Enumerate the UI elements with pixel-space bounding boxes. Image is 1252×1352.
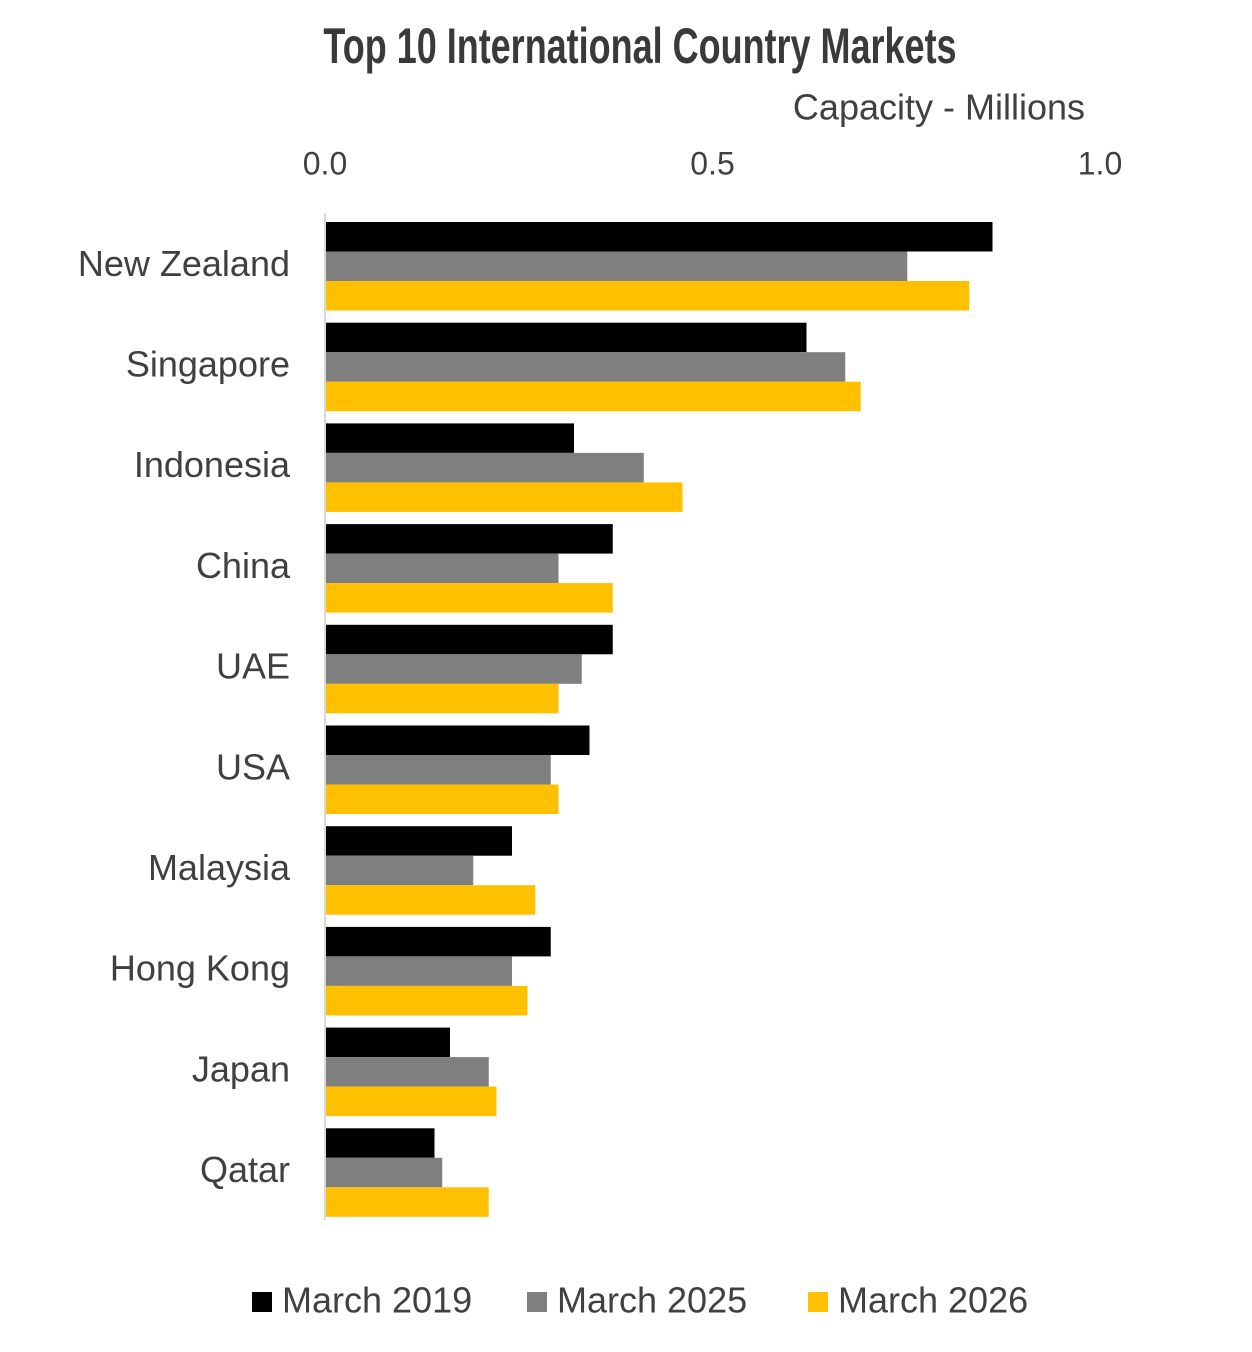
legend-swatch [527,1292,547,1312]
bar [326,322,807,353]
bar [326,1128,435,1158]
y-tick-label: UAE [216,646,290,687]
y-tick-label: Japan [192,1048,290,1089]
y-tick-label: USA [216,746,290,787]
x-tick-label: 1.0 [1078,145,1122,181]
bar [326,1057,489,1087]
bar [326,956,512,986]
legend-label: March 2025 [557,1280,747,1321]
bar [326,926,551,957]
bar [326,281,970,311]
legend-label: March 2026 [838,1280,1028,1321]
legend-swatch [808,1292,828,1312]
bar [326,683,559,714]
y-tick-label: Singapore [126,343,290,384]
bar [326,1157,443,1188]
bar [326,524,613,554]
y-tick-label: New Zealand [78,243,290,284]
bar [326,222,993,252]
bar [326,482,683,512]
bar [326,352,846,382]
bar [326,251,908,281]
bar [326,452,644,483]
y-tick-label: Hong Kong [110,948,290,989]
bar [326,855,474,886]
bar [326,654,582,684]
bar [326,583,613,613]
x-tick-label: 0.0 [303,145,347,181]
bar [326,1086,497,1117]
bar [326,1187,489,1217]
bar [326,725,590,755]
bar [326,985,528,1016]
bar [326,381,861,412]
bar [326,423,574,453]
bar [326,755,551,785]
legend-swatch [252,1292,272,1312]
y-tick-label: Qatar [200,1149,290,1190]
chart-subtitle: Capacity - Millions [793,87,1085,128]
legend-label: March 2019 [282,1280,472,1321]
x-tick-label: 0.5 [690,145,734,181]
bar [326,553,559,584]
bar [326,784,559,814]
y-tick-label: Malaysia [148,847,291,888]
y-tick-label: Indonesia [134,444,291,485]
bar [326,885,536,915]
y-tick-label: China [196,545,291,586]
bar [326,624,613,655]
bar [326,826,512,856]
chart-title: Top 10 International Country Markets [323,20,956,75]
bar [326,1027,450,1058]
